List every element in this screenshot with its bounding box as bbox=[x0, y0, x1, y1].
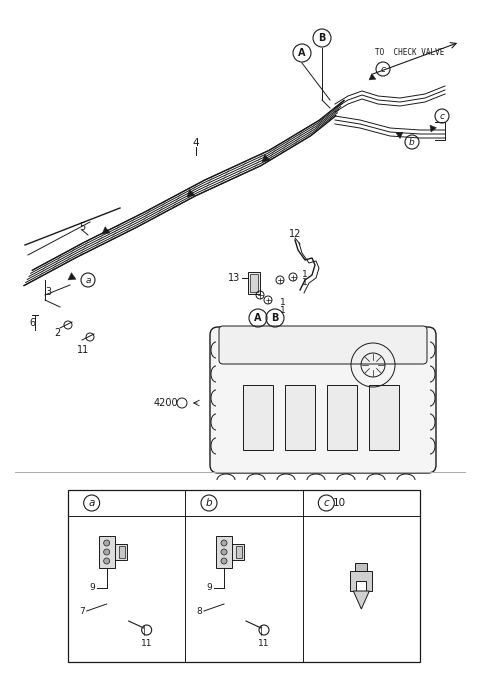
Text: b: b bbox=[409, 138, 415, 147]
Text: A: A bbox=[254, 313, 262, 323]
Text: 4200: 4200 bbox=[154, 398, 178, 408]
Bar bbox=[327, 385, 357, 450]
Text: 11: 11 bbox=[258, 639, 270, 648]
Text: A: A bbox=[298, 48, 306, 58]
Polygon shape bbox=[350, 571, 372, 591]
Bar bbox=[232, 544, 244, 560]
Circle shape bbox=[221, 549, 227, 555]
Polygon shape bbox=[430, 125, 436, 132]
Polygon shape bbox=[396, 132, 403, 138]
Polygon shape bbox=[262, 154, 270, 162]
Text: c: c bbox=[381, 64, 385, 73]
Text: 4: 4 bbox=[192, 138, 199, 148]
Bar bbox=[243, 385, 273, 450]
Circle shape bbox=[104, 540, 109, 546]
FancyBboxPatch shape bbox=[210, 327, 436, 473]
Text: 11: 11 bbox=[77, 345, 89, 355]
Text: 1: 1 bbox=[302, 269, 308, 279]
Text: 6: 6 bbox=[29, 318, 35, 328]
Text: 12: 12 bbox=[289, 229, 301, 239]
Text: b: b bbox=[206, 498, 212, 508]
Text: 2: 2 bbox=[54, 328, 60, 338]
Bar bbox=[119, 546, 125, 558]
Text: 8: 8 bbox=[196, 606, 202, 616]
FancyBboxPatch shape bbox=[219, 326, 427, 364]
Text: 7: 7 bbox=[79, 606, 84, 616]
Bar bbox=[355, 563, 367, 571]
Text: 9: 9 bbox=[206, 584, 212, 593]
Circle shape bbox=[104, 558, 109, 564]
Text: a: a bbox=[88, 498, 95, 508]
Polygon shape bbox=[187, 189, 195, 197]
Bar bbox=[216, 536, 232, 568]
Text: c: c bbox=[324, 498, 329, 508]
Bar bbox=[250, 274, 258, 292]
Bar bbox=[248, 272, 260, 294]
Text: 1: 1 bbox=[302, 277, 308, 286]
Circle shape bbox=[221, 558, 227, 564]
Text: TO  CHECK VALVE: TO CHECK VALVE bbox=[375, 47, 444, 56]
Text: 10: 10 bbox=[333, 498, 346, 508]
Bar bbox=[115, 544, 127, 560]
Bar bbox=[68, 490, 420, 662]
Text: 5: 5 bbox=[79, 222, 85, 232]
Text: a: a bbox=[85, 275, 91, 284]
Text: 11: 11 bbox=[141, 639, 153, 648]
Text: 13: 13 bbox=[228, 273, 240, 283]
Text: B: B bbox=[271, 313, 279, 323]
Polygon shape bbox=[353, 591, 369, 609]
Polygon shape bbox=[102, 227, 110, 234]
Text: B: B bbox=[318, 33, 326, 43]
Text: 3: 3 bbox=[45, 287, 51, 297]
Text: 1: 1 bbox=[280, 297, 286, 306]
Polygon shape bbox=[369, 73, 376, 80]
Circle shape bbox=[221, 540, 227, 546]
Text: 9: 9 bbox=[89, 584, 95, 593]
Bar bbox=[99, 536, 115, 568]
Circle shape bbox=[104, 549, 109, 555]
Polygon shape bbox=[68, 273, 76, 280]
Bar bbox=[285, 385, 315, 450]
Bar bbox=[236, 546, 242, 558]
Text: c: c bbox=[440, 112, 444, 121]
Text: 1: 1 bbox=[280, 306, 286, 314]
Bar bbox=[369, 385, 399, 450]
